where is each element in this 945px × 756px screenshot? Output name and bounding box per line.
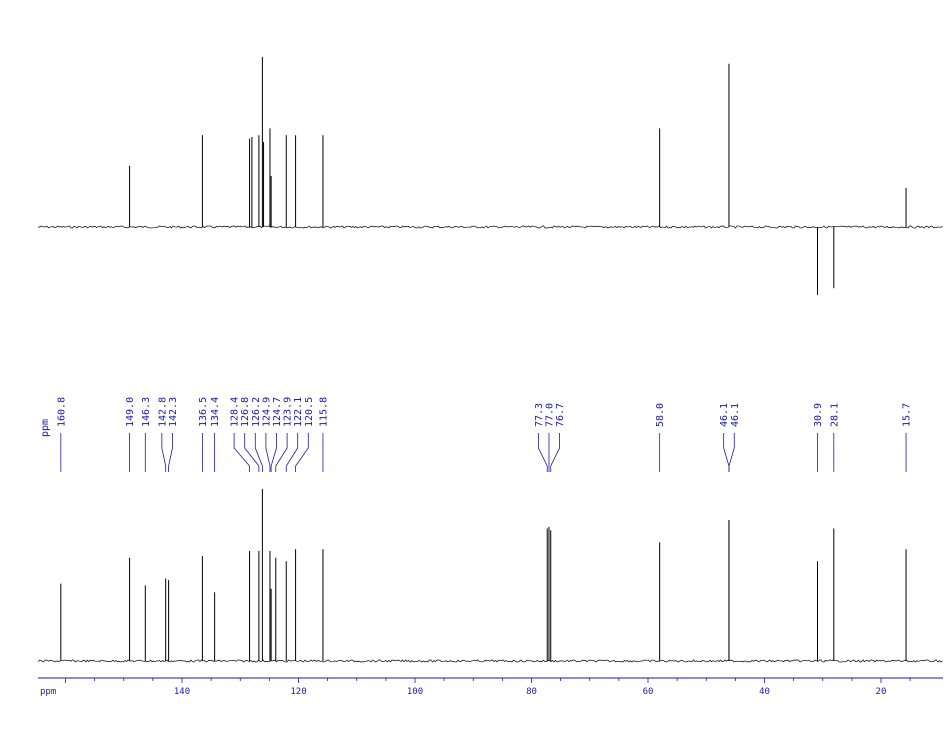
tick-label: 140 — [174, 687, 190, 697]
peak-label: 46.1 — [719, 403, 730, 427]
tick-label: 100 — [407, 687, 423, 697]
tick-label: 40 — [759, 687, 770, 697]
dept-baseline — [37, 225, 943, 229]
peak-label: 30.9 — [813, 403, 824, 427]
peak-leader — [244, 433, 260, 472]
peak-label: 122.1 — [293, 397, 304, 427]
peak-leader — [285, 433, 299, 472]
peak-label: 124.7 — [272, 397, 283, 427]
peak-label: 124.9 — [261, 397, 272, 427]
peak-label: 134.4 — [210, 397, 221, 427]
peak-label: 146.3 — [141, 397, 152, 427]
x-axis-label: ppm — [40, 687, 56, 697]
ppm-axis: 140 120 100 80 60 40 20 ppm — [38, 677, 943, 697]
peak-label: 142.8 — [157, 397, 168, 427]
peak-label: 76.7 — [555, 403, 566, 427]
peak-label: 58.0 — [655, 403, 666, 427]
tick-label: 60 — [643, 687, 654, 697]
peak-label: 126.2 — [251, 397, 262, 427]
dept-spectrum — [37, 57, 943, 295]
peak-label: 15.7 — [902, 403, 913, 427]
peak-label-unit: ppm — [40, 419, 51, 437]
tick-label: 120 — [290, 687, 306, 697]
peak-label: 160.8 — [56, 397, 67, 427]
c13-baseline — [37, 659, 943, 663]
peak-label: 46.1 — [730, 403, 741, 427]
peak-leader — [254, 433, 263, 472]
peak-leader — [537, 433, 548, 472]
peak-label: 149.0 — [125, 397, 136, 427]
peak-label: 142.3 — [168, 397, 179, 427]
peak-label: 28.1 — [829, 403, 840, 427]
peak-leader — [265, 433, 271, 472]
c13-spectrum — [37, 489, 943, 663]
peak-leader — [161, 433, 167, 472]
peak-leader — [723, 433, 730, 472]
peak-label: 77.0 — [544, 403, 555, 427]
peak-leader — [550, 433, 560, 472]
peak-leader — [270, 433, 277, 472]
peak-label: 126.8 — [240, 397, 251, 427]
peak-label: 136.5 — [198, 397, 209, 427]
peak-label-group: 160.8 149.0 146.3 142.8 142.3 136.5 134.4 128.4… — [40, 397, 913, 472]
tick-label: 20 — [876, 687, 887, 697]
peak-leader — [168, 433, 173, 472]
peak-label: 115.8 — [318, 397, 329, 427]
peak-leader — [295, 433, 309, 472]
peak-label: 128.4 — [230, 397, 241, 427]
peak-leader — [728, 433, 735, 472]
peak-label: 120.5 — [304, 397, 315, 427]
peak-leader — [275, 433, 288, 472]
peak-label: 123.9 — [283, 397, 294, 427]
peak-label: 77.3 — [534, 403, 545, 427]
tick-label: 80 — [526, 687, 537, 697]
peak-leader — [233, 433, 250, 472]
